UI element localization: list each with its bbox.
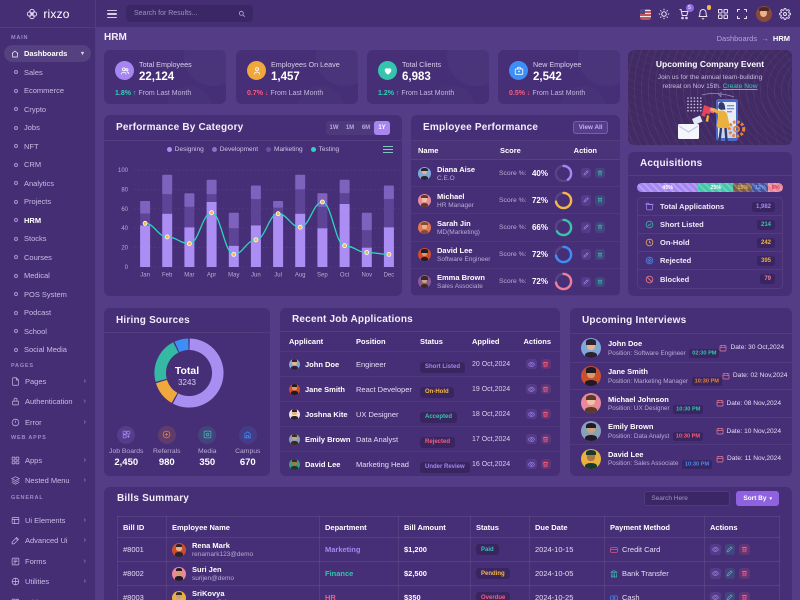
svg-text:Oct: Oct xyxy=(340,273,350,279)
svg-text:Apr: Apr xyxy=(207,273,216,279)
svg-text:May: May xyxy=(228,273,239,279)
svg-text:Dec: Dec xyxy=(384,273,395,279)
svg-text:Jun: Jun xyxy=(251,273,261,279)
svg-text:80: 80 xyxy=(121,187,128,193)
svg-text:40: 40 xyxy=(121,226,128,232)
svg-text:0: 0 xyxy=(125,265,129,271)
svg-text:Jan: Jan xyxy=(140,273,150,279)
svg-text:Aug: Aug xyxy=(295,273,306,279)
svg-text:Nov: Nov xyxy=(361,273,372,279)
svg-text:Mar: Mar xyxy=(184,273,194,279)
svg-text:60: 60 xyxy=(121,207,128,213)
svg-text:Jul: Jul xyxy=(274,273,282,279)
svg-text:20: 20 xyxy=(121,246,128,252)
svg-text:Feb: Feb xyxy=(162,273,173,279)
svg-text:Sep: Sep xyxy=(317,273,328,279)
svg-text:100: 100 xyxy=(118,168,129,174)
